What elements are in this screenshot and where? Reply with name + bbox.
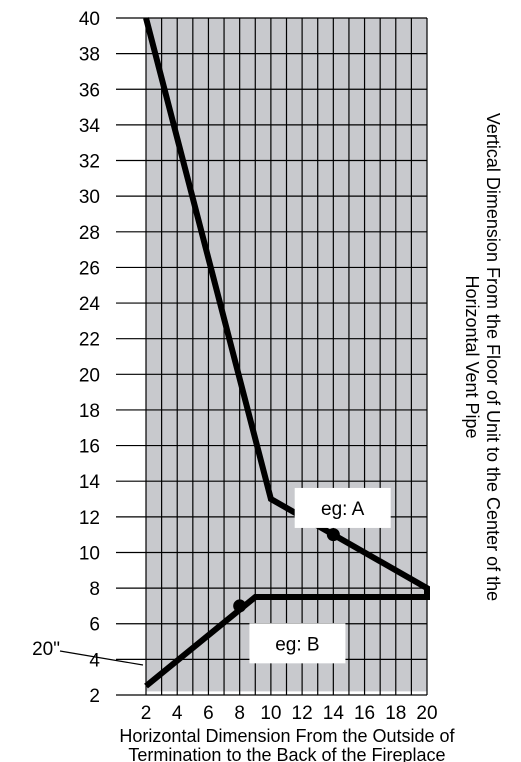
y-tick-label: 20 — [79, 365, 100, 386]
x-tick-label: 18 — [385, 703, 406, 724]
y-tick-label: 12 — [79, 508, 100, 529]
annotation-20-inch: 20" — [32, 639, 60, 660]
y-tick-label: 16 — [79, 437, 100, 458]
y-tick-label: 24 — [79, 294, 101, 315]
x-tick-label: 20 — [416, 703, 437, 724]
y-tick-label: 4 — [89, 650, 100, 671]
y-tick-label: 14 — [79, 472, 101, 493]
x-tick-label: 14 — [323, 703, 345, 724]
y-axis-title: Vertical Dimension From the Floor of Uni… — [462, 113, 503, 601]
x-tick-label: 10 — [260, 703, 281, 724]
y-tick-label: 8 — [89, 579, 100, 600]
example-marker — [233, 599, 247, 613]
x-axis-title: Horizontal Dimension From the Outside of… — [119, 726, 455, 762]
y-tick-label: 26 — [79, 258, 100, 279]
annotation-label: eg: B — [275, 634, 319, 655]
y-tick-label: 38 — [79, 45, 100, 66]
y-tick-label: 28 — [79, 223, 100, 244]
y-axis-title-line: Horizontal Vent Pipe — [462, 275, 482, 438]
annotation-box — [294, 487, 391, 528]
x-tick-label: 6 — [203, 703, 214, 724]
x-tick-label: 12 — [292, 703, 313, 724]
x-tick-label: 2 — [141, 703, 152, 724]
y-tick-label: 36 — [79, 80, 100, 101]
y-tick-label: 2 — [89, 686, 100, 707]
y-tick-label: 34 — [79, 116, 101, 137]
annotation-box — [249, 623, 346, 664]
y-tick-label: 22 — [79, 330, 100, 351]
example-marker — [326, 528, 340, 542]
x-axis-title-line: Termination to the Back of the Fireplace — [128, 745, 445, 762]
y-tick-label: 30 — [79, 187, 100, 208]
y-tick-label: 10 — [79, 543, 100, 564]
y-tick-label: 32 — [79, 152, 100, 173]
x-tick-label: 4 — [172, 703, 183, 724]
y-tick-label: 40 — [79, 9, 100, 30]
y-tick-label: 18 — [79, 401, 100, 422]
x-tick-label: 8 — [234, 703, 245, 724]
x-tick-label: 16 — [354, 703, 375, 724]
annotation-label: eg: A — [321, 499, 365, 520]
y-tick-label: 6 — [89, 615, 100, 636]
y-axis-title-line: Vertical Dimension From the Floor of Uni… — [483, 113, 503, 601]
annotation-leader-line — [59, 650, 144, 666]
x-axis-title-line: Horizontal Dimension From the Outside of — [119, 726, 455, 746]
